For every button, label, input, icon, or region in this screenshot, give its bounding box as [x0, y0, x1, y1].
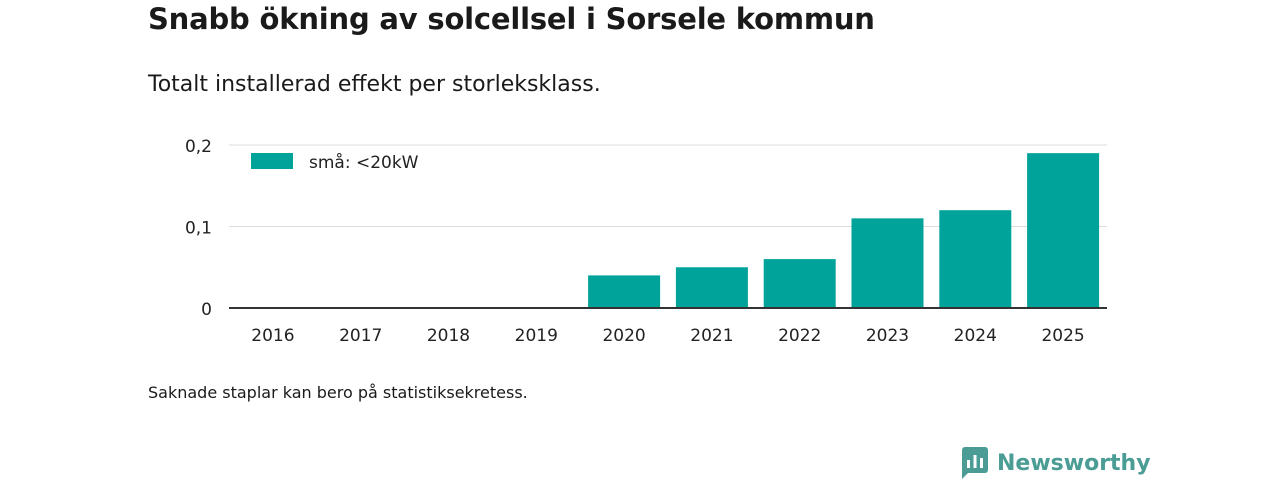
bar-chart: 0 0,1 0,2 2016 2017 2018 2019 2020 2021 2022 2023 2…: [185, 137, 1107, 346]
x-tick-label: 2024: [954, 326, 997, 346]
legend-label: små: <20kW: [309, 152, 419, 173]
x-tick-label: 2018: [427, 326, 470, 346]
bar-2021: [675, 267, 748, 308]
x-tick-label: 2016: [251, 326, 294, 346]
bar-2023: [851, 218, 924, 308]
x-tick-label: 2022: [778, 326, 821, 346]
y-tick-label: 0,1: [185, 219, 212, 239]
footnote: Saknade staplar kan bero på statistiksek…: [148, 383, 528, 402]
y-tick-label: 0,2: [185, 137, 212, 157]
newsworthy-logo-icon: [962, 447, 988, 479]
x-tick-label: 2021: [690, 326, 733, 346]
x-tick-label: 2025: [1041, 326, 1084, 346]
bar-2020: [588, 275, 661, 308]
x-tick-label: 2017: [339, 326, 382, 346]
bar-2024: [939, 210, 1012, 308]
x-tick-label: 2020: [602, 326, 645, 346]
bar-2022: [763, 259, 836, 308]
x-tick-label: 2023: [866, 326, 909, 346]
bars: [588, 153, 1100, 308]
x-tick-label: 2019: [515, 326, 558, 346]
y-tick-label: 0: [201, 300, 212, 320]
chart-subtitle: Totalt installerad effekt per storlekskl…: [148, 72, 601, 97]
chart-title: Snabb ökning av solcellsel i Sorsele kom…: [148, 2, 875, 36]
brand-name: Newsworthy: [997, 450, 1151, 476]
legend-swatch: [251, 153, 293, 169]
legend: små: <20kW: [251, 152, 419, 173]
newsworthy-logo: Newsworthy: [962, 446, 1151, 480]
axes: 0 0,1 0,2 2016 2017 2018 2019 2020 2021 2022 2023 2…: [185, 137, 1107, 346]
bar-2025: [1027, 153, 1100, 308]
